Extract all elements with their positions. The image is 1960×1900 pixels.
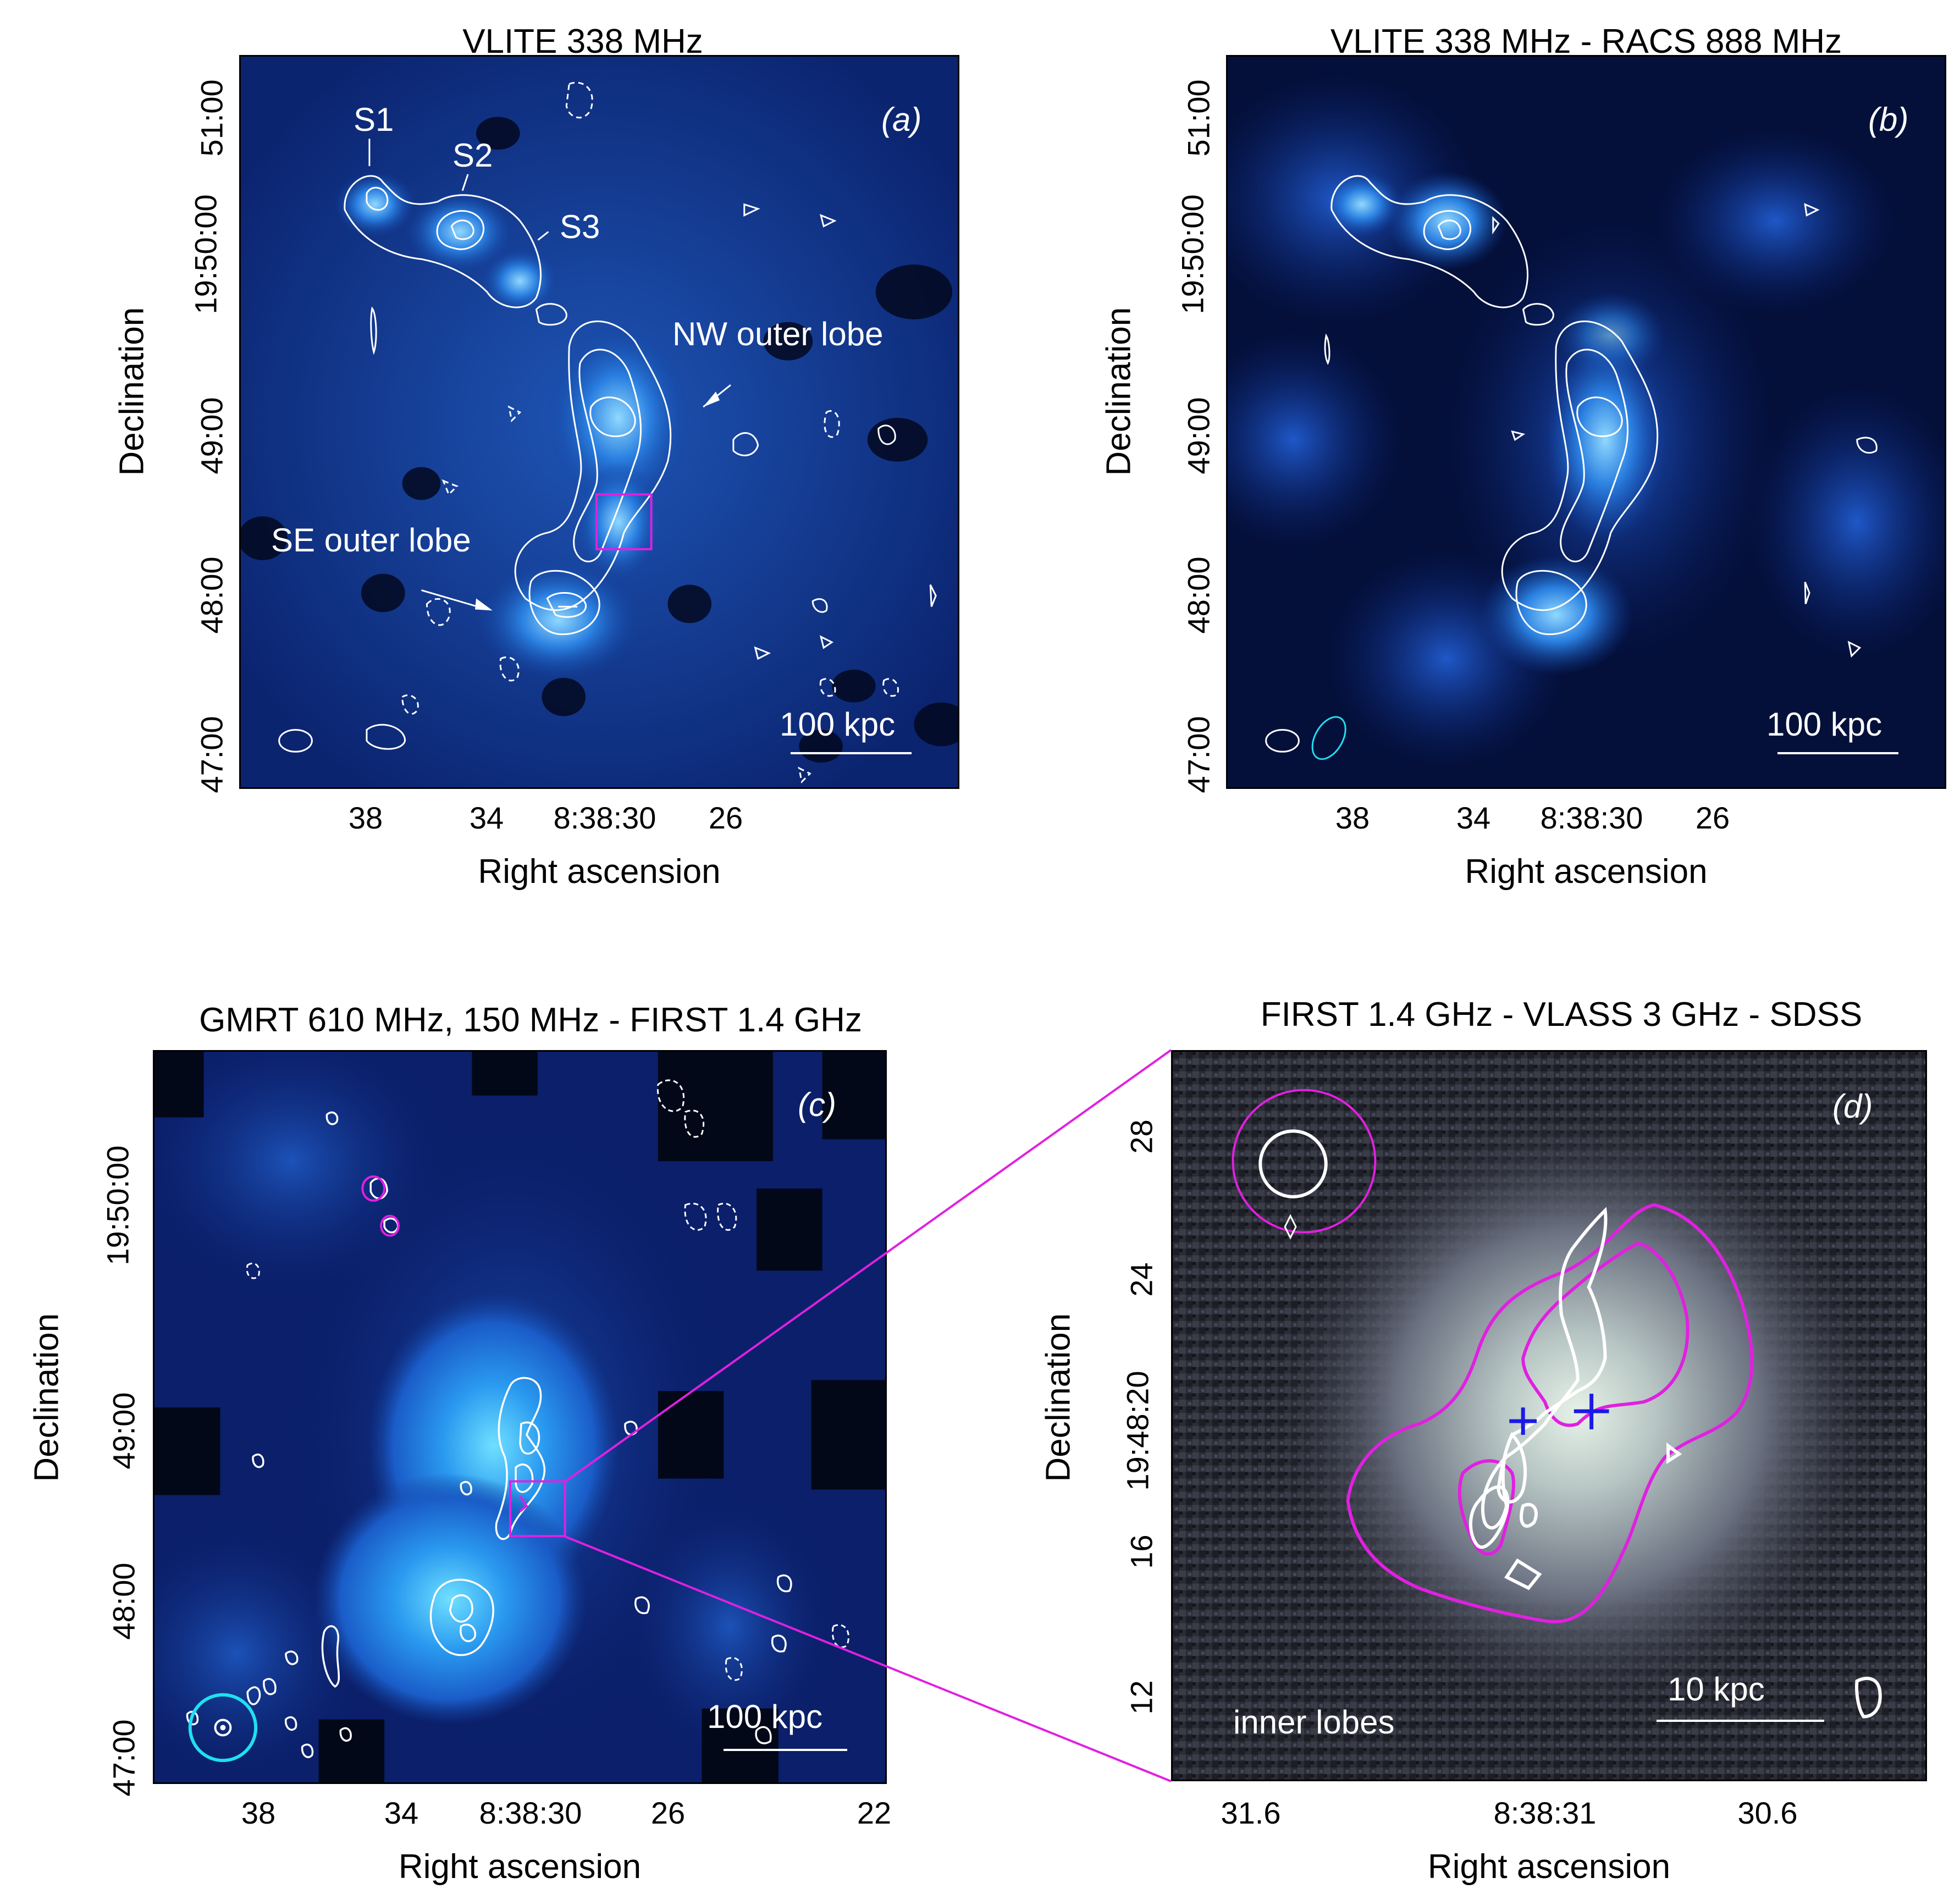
panel-c-xtick: 38: [241, 1796, 276, 1830]
panel-a-xtick: 38: [348, 800, 383, 835]
panel-b-ytick: 19:50:00: [1175, 194, 1210, 314]
panel-b-ylabel: Declination: [1100, 307, 1138, 476]
panel-d-ytick: 28: [1124, 1119, 1159, 1154]
panel-a-ytick: 51:00: [194, 79, 229, 157]
inner-lobes-label: inner lobes: [1233, 1704, 1395, 1741]
panel-c-ytick: 19:50:00: [100, 1145, 135, 1266]
panel-d-ytick: 24: [1124, 1262, 1159, 1297]
panel-d-xtick: 31.6: [1221, 1796, 1281, 1830]
panel-a-title: VLITE 338 MHz: [462, 23, 703, 60]
panel-b-title: VLITE 338 MHz - RACS 888 MHz: [1330, 23, 1842, 60]
panel-d-xtick: 30.6: [1737, 1796, 1798, 1830]
panel-a-xtick: 26: [708, 800, 743, 835]
panel-c-image: (c) 100 kpc: [153, 1050, 887, 1784]
panel-c-xtick: 8:38:30: [479, 1796, 582, 1830]
panel-b-xtick: 38: [1335, 800, 1370, 835]
panel-a-ytick: 49:00: [194, 397, 229, 474]
panel-b-xtick: 8:38:30: [1540, 800, 1643, 835]
se-outer-lobe-label: SE outer lobe: [271, 522, 471, 559]
panel-a-xtick: 34: [469, 800, 504, 835]
panel-b-ytick: 48:00: [1181, 556, 1216, 634]
panel-a-image: (a) S1 S2 S3 NW outer lobe SE outer lobe…: [239, 55, 959, 789]
panel-b-letter: (b): [1868, 101, 1909, 138]
panel-d-ytick: 12: [1124, 1680, 1159, 1715]
panel-d-scale-label: 10 kpc: [1668, 1671, 1765, 1708]
panel-d-ytick: 19:48:20: [1120, 1371, 1155, 1491]
panel-d-letter: (d): [1832, 1088, 1873, 1125]
source-label-s2: S2: [452, 137, 493, 174]
panel-d-xlabel: Right ascension: [1427, 1848, 1671, 1886]
panel-c-ytick: 49:00: [106, 1392, 141, 1470]
panel-b-xlabel: Right ascension: [1465, 853, 1708, 891]
panel-b-scale-bar: [1777, 752, 1898, 754]
panel-a-ytick: 48:00: [194, 556, 229, 634]
panel-d-xtick: 8:38:31: [1493, 1796, 1597, 1830]
panel-c-title: GMRT 610 MHz, 150 MHz - FIRST 1.4 GHz: [199, 1001, 862, 1039]
panel-d-ylabel: Declination: [1039, 1313, 1078, 1482]
panel-c-xlabel: Right ascension: [398, 1848, 642, 1886]
panel-a-xtick: 8:38:30: [553, 800, 656, 835]
panel-d-ytick: 16: [1124, 1534, 1159, 1569]
panel-b-ytick: 51:00: [1181, 79, 1216, 157]
panel-b-scale-label: 100 kpc: [1766, 706, 1882, 743]
panel-c-scale-label: 100 kpc: [707, 1698, 823, 1735]
source-label-s3: S3: [560, 208, 600, 245]
panel-a-xlabel: Right ascension: [478, 853, 721, 891]
panel-c-ytick: 47:00: [106, 1719, 141, 1797]
panel-a-ytick: 19:50:00: [188, 194, 223, 314]
panel-c-xtick: 34: [384, 1796, 419, 1830]
panel-b-xtick: 34: [1456, 800, 1491, 835]
source-label-s1: S1: [354, 101, 394, 138]
panel-a-scale-bar: [791, 752, 912, 754]
panel-b-ytick: 47:00: [1181, 716, 1216, 793]
panel-a-letter: (a): [881, 101, 922, 138]
panel-c-ytick: 48:00: [106, 1562, 141, 1640]
panel-c-letter: (c): [798, 1086, 836, 1123]
panel-a-ylabel: Declination: [113, 307, 151, 476]
panel-d-scale-bar: [1657, 1720, 1824, 1722]
panel-c-xtick: 26: [650, 1796, 686, 1830]
panel-c-xtick: 22: [857, 1796, 892, 1830]
panel-c-scale-bar: [724, 1749, 847, 1751]
panel-b-image: (b) 100 kpc: [1226, 55, 1946, 789]
panel-d-title: FIRST 1.4 GHz - VLASS 3 GHz - SDSS: [1260, 996, 1863, 1034]
panel-a-ytick: 47:00: [194, 716, 229, 793]
panel-b-ytick: 49:00: [1181, 397, 1216, 474]
nw-outer-lobe-label: NW outer lobe: [672, 316, 884, 352]
panel-d-image: (d) inner lobes 10 kpc: [1171, 1050, 1927, 1781]
panel-a-scale-label: 100 kpc: [780, 706, 896, 743]
panel-b-xtick: 26: [1695, 800, 1730, 835]
panel-c-ylabel: Declination: [27, 1313, 66, 1482]
